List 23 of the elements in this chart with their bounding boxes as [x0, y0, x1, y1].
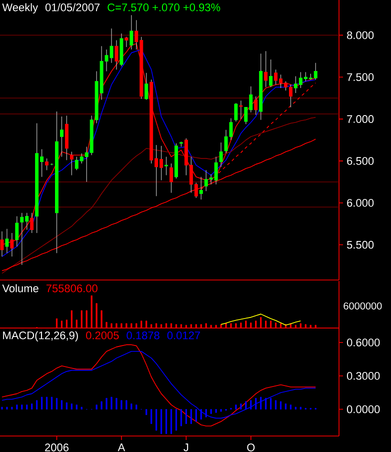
y-tick-label: 0.6000: [346, 338, 380, 346]
x-tick-label: A: [118, 444, 126, 452]
y-tick-label: 6.000: [347, 198, 374, 207]
annotation: 0.1878: [126, 332, 160, 340]
x-tick-label: O: [247, 444, 255, 452]
y-tick-label: 8.000: [347, 31, 374, 40]
chart-title: Volume: [2, 284, 38, 292]
y-tick-label: 7.000: [347, 115, 374, 123]
x-tick-label: 2006: [45, 444, 68, 452]
y-tick-label: 0.0000: [346, 405, 380, 414]
y-tick-label: 6.500: [347, 157, 374, 165]
text: 755806.00: [46, 284, 98, 292]
x-tick-label: J: [184, 444, 188, 452]
y-tick-label: 0.3000: [346, 372, 380, 380]
annotation: C=7.570 +.070 +0.93%: [108, 3, 220, 12]
chart-title: Weekly: [2, 3, 38, 14]
chart-title: MACD(12,26,9): [3, 331, 78, 342]
y-tick-label: 5.500: [346, 240, 374, 249]
y-tick-label: 7.500: [347, 73, 374, 82]
annotation: 0.0127: [167, 332, 200, 340]
text: 6000000: [344, 302, 382, 310]
annotation: 01/05/2007: [45, 3, 100, 12]
annotation: 0.2005: [86, 332, 119, 340]
